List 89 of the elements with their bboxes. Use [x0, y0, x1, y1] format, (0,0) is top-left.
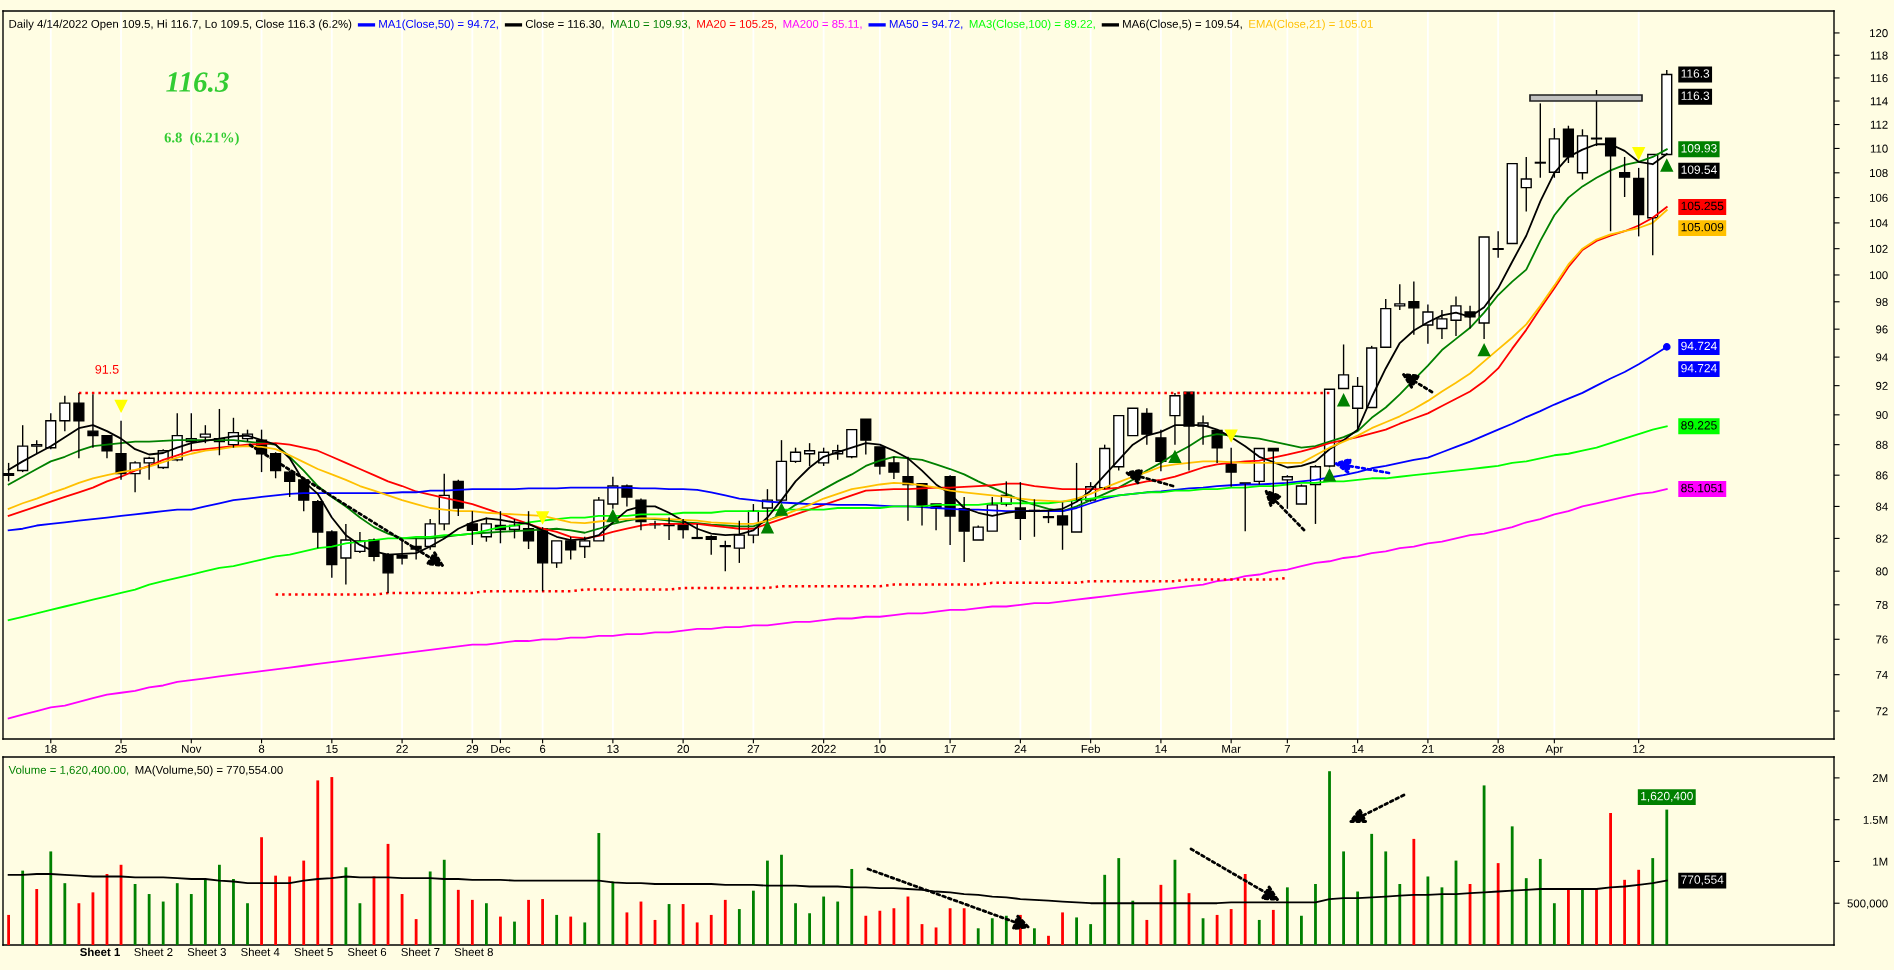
- y-tick-label: 100: [1870, 271, 1888, 280]
- data-label: 105.009: [1681, 222, 1724, 232]
- text: Sheet 1: [80, 947, 120, 957]
- x-tick-label: Feb: [1081, 744, 1100, 753]
- x-tick-label: 28: [1492, 744, 1504, 753]
- x-tick-label: Mar: [1222, 744, 1241, 753]
- text: MA20 = 105.25,: [697, 19, 777, 30]
- x-tick-label: 18: [45, 744, 57, 753]
- x-tick-label: 14: [1352, 744, 1364, 753]
- x-tick-label: 25: [115, 744, 127, 753]
- text: MA(Volume,50) = 770,554.00: [135, 765, 283, 777]
- y-tick-label: 114: [1870, 97, 1888, 106]
- x-tick-label: 15: [326, 744, 338, 753]
- y-tick-label: 500,000: [1847, 899, 1888, 909]
- data-label: 94.724: [1681, 363, 1717, 373]
- data-label: 770,554: [1681, 875, 1724, 886]
- x-tick-label: 6: [540, 744, 546, 753]
- x-tick-label: 13: [607, 744, 619, 753]
- annotation: 6.8 (6.21%): [164, 132, 239, 146]
- y-tick-label: 76: [1876, 635, 1888, 644]
- y-tick-label: 86: [1875, 471, 1888, 480]
- y-tick-label: 1M: [1873, 857, 1888, 866]
- data-label: 85.1051: [1681, 483, 1724, 493]
- text: Daily 4/14/2022 Open 109.5, Hi 116.7, Lo 109.5, Close 116.3 (6.2%): [9, 19, 352, 31]
- x-tick-label: 14: [1155, 744, 1167, 753]
- x-tick-label: 10: [874, 744, 886, 753]
- x-tick-label: 17: [944, 744, 956, 753]
- y-tick-label: 112: [1870, 120, 1888, 129]
- x-tick-label: Apr: [1545, 744, 1564, 756]
- text: MA3(Close,100) = 89.22,: [969, 19, 1095, 31]
- y-tick-label: 80: [1875, 567, 1888, 576]
- y-tick-label: 116: [1870, 74, 1888, 83]
- text: EMA(Close,21) = 105.01: [1249, 19, 1373, 31]
- y-tick-label: 84: [1875, 502, 1888, 511]
- text: 116.3: [1681, 91, 1710, 100]
- y-tick-label: 82: [1875, 534, 1888, 543]
- text: MA200 = 85.11,: [783, 19, 862, 30]
- x-tick-label: 24: [1014, 744, 1027, 753]
- y-tick-label: 120: [1870, 29, 1888, 38]
- y-tick-label: 72: [1876, 707, 1888, 716]
- text: Sheet 8: [454, 947, 493, 957]
- text: Sheet 3: [187, 947, 226, 957]
- x-tick-label: 21: [1422, 744, 1434, 753]
- text: Volume = 1,620,400.00,: [8, 765, 129, 776]
- y-tick-label: 108: [1870, 168, 1888, 178]
- legend-label: MA50 = 94.72,: [889, 19, 963, 30]
- y-tick-label: 104: [1870, 219, 1888, 228]
- legend-label: Close = 116.30,: [525, 19, 604, 30]
- x-tick-label: 20: [677, 744, 690, 753]
- annotation: 116.3: [166, 72, 229, 93]
- x-tick-label: 29: [466, 744, 479, 753]
- data-label: 109.93: [1681, 144, 1717, 153]
- data-label: 109.54: [1681, 165, 1717, 174]
- legend-label: MA1(Close,50) = 94.72,: [379, 19, 498, 31]
- text: 116.3: [1681, 69, 1710, 78]
- y-tick-label: 2M: [1872, 774, 1888, 783]
- y-tick-label: 102: [1870, 244, 1888, 253]
- text: Sheet 4: [241, 947, 280, 957]
- y-tick-label: 90: [1876, 411, 1888, 420]
- legend-label: MA6(Close,5) = 109.54,: [1123, 19, 1242, 31]
- x-tick-label: 8: [258, 744, 265, 753]
- y-tick-label: 118: [1870, 51, 1888, 60]
- y-tick-label: 94: [1876, 353, 1888, 362]
- y-tick-label: 78: [1876, 600, 1888, 610]
- text: MA10 = 109.93,: [611, 19, 690, 30]
- text: Sheet 6: [347, 947, 387, 957]
- y-tick-label: 96: [1876, 325, 1888, 334]
- text: Sheet 5: [294, 947, 333, 957]
- y-tick-label: 92: [1876, 381, 1888, 390]
- x-tick-label: 12: [1633, 744, 1645, 753]
- x-tick-label: 2022: [811, 744, 836, 753]
- data-label: 89.225: [1681, 421, 1717, 430]
- y-tick-label: 88: [1875, 440, 1888, 449]
- x-tick-label: 7: [1284, 744, 1290, 753]
- data-label: 91.5: [95, 364, 119, 374]
- data-label: 94.724: [1681, 341, 1717, 351]
- y-tick-label: 74: [1876, 670, 1888, 679]
- y-tick-label: 1.5M: [1863, 815, 1888, 824]
- x-tick-label: 27: [747, 744, 760, 753]
- y-tick-label: 110: [1870, 144, 1888, 153]
- x-tick-label: Dec: [491, 744, 511, 753]
- y-tick-label: 98: [1876, 297, 1888, 307]
- data-label: 105.255: [1681, 201, 1724, 211]
- x-tick-label: 22: [396, 744, 408, 753]
- text: Sheet 7: [401, 947, 440, 957]
- text: Sheet 2: [134, 947, 173, 957]
- y-tick-label: 106: [1870, 193, 1888, 202]
- data-label: 1,620,400: [1641, 791, 1693, 802]
- x-tick-label: Nov: [182, 744, 202, 753]
